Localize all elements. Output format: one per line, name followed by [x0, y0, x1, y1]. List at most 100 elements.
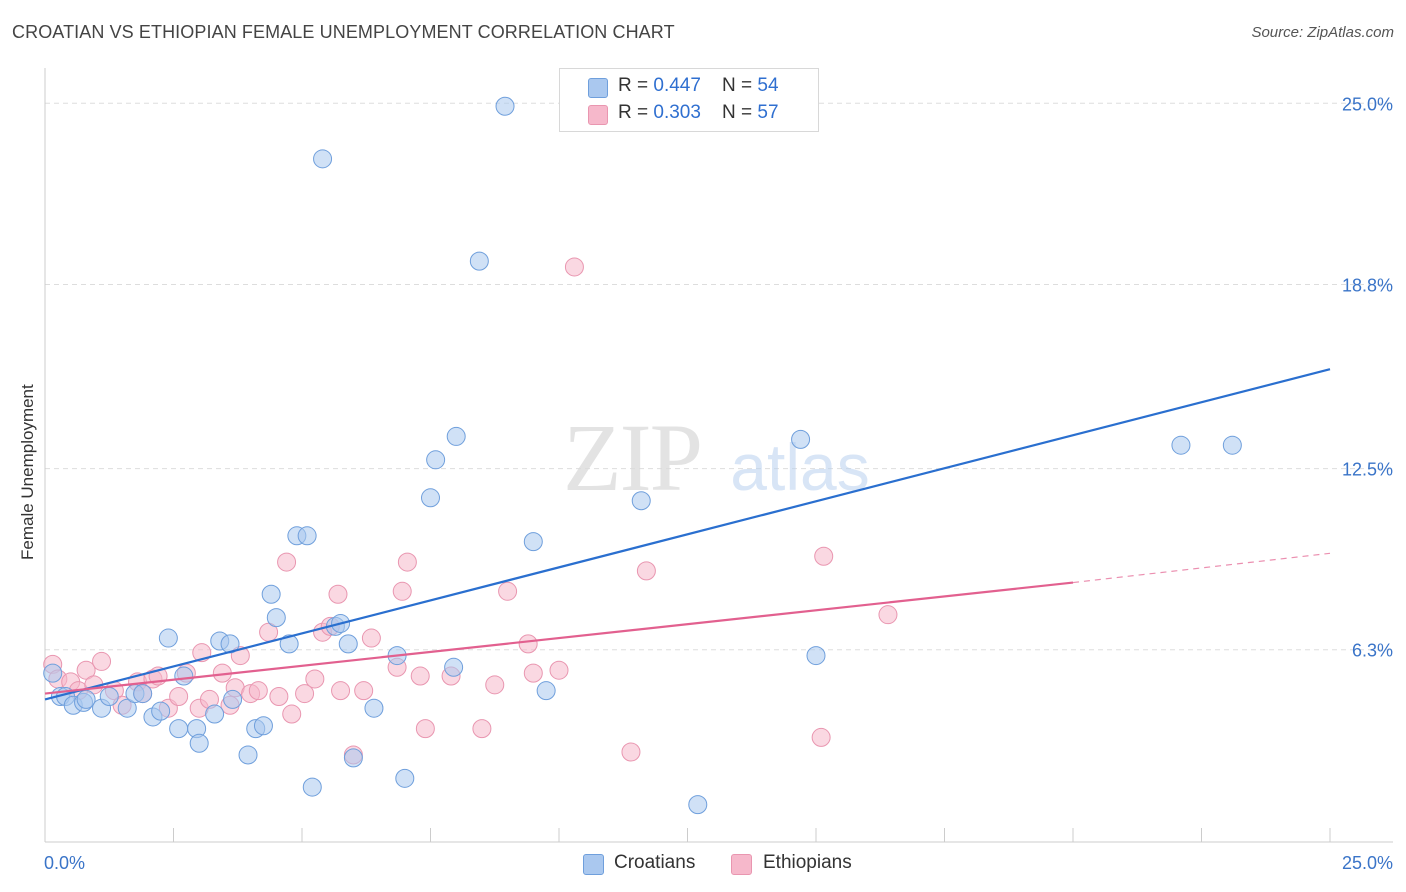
legend-r-value: 0.303 [653, 102, 701, 123]
ethiopian-point [361, 628, 381, 648]
ethiopian-point [410, 666, 430, 686]
ethiopian-point [354, 681, 374, 701]
ethiopian-point [814, 546, 834, 566]
ethiopians-swatch [731, 854, 752, 875]
croatians-points [43, 96, 1242, 815]
ethiopian-point [328, 584, 348, 604]
legend-n-value: 54 [757, 75, 779, 96]
ethiopian-point [397, 552, 417, 572]
legend-swatch-croatians [588, 78, 608, 98]
watermark-zip: ZIP [563, 404, 701, 511]
ethiopian-point [878, 605, 898, 625]
ethiopian-point [305, 669, 325, 689]
croatian-point [469, 251, 489, 271]
croatian-point [151, 701, 171, 721]
ethiopian-point [169, 687, 189, 707]
ethiopians-trend-line [44, 581, 1074, 695]
croatian-point [297, 526, 317, 546]
croatian-point [791, 429, 811, 449]
croatian-point [174, 666, 194, 686]
ethiopian-point [269, 687, 289, 707]
grid-lines [45, 102, 1393, 651]
croatian-point [1171, 435, 1191, 455]
ethiopians-points [43, 257, 898, 765]
croatian-point [338, 634, 358, 654]
ethiopian-point [518, 634, 538, 654]
croatian-point [523, 532, 543, 552]
croatian-point [426, 450, 446, 470]
croatian-point [99, 687, 119, 707]
croatian-point [688, 795, 708, 815]
chart-title: CROATIAN VS ETHIOPIAN FEMALE UNEMPLOYMEN… [12, 22, 675, 42]
ethiopian-point [248, 681, 268, 701]
trend-lines [44, 368, 1331, 701]
croatian-point [395, 768, 415, 788]
ethiopian-point [564, 257, 584, 277]
ethiopian-point [392, 581, 412, 601]
croatian-point [238, 745, 258, 765]
croatians-label: Croatians [614, 852, 696, 873]
y-tick-label: 18.8% [1342, 275, 1393, 295]
croatian-point [266, 608, 286, 628]
croatian-point [495, 96, 515, 116]
ethiopian-point [76, 660, 96, 680]
legend-r-label: R = [618, 102, 654, 123]
ethiopian-point [811, 727, 831, 747]
croatian-point [133, 684, 153, 704]
legend-row-croatians: R = 0.447 N = 54 [618, 75, 779, 97]
croatian-point [43, 663, 63, 683]
ethiopian-point [415, 719, 435, 739]
croatian-point [364, 698, 384, 718]
croatian-point [343, 748, 363, 768]
croatian-point [279, 634, 299, 654]
croatian-point [158, 628, 178, 648]
ethiopians-trend-extension [1072, 552, 1331, 584]
ethiopian-point [549, 660, 569, 680]
ethiopian-point [472, 719, 492, 739]
croatian-point [446, 426, 466, 446]
croatian-point [313, 149, 333, 169]
legend-n-value: 57 [757, 102, 779, 123]
watermark: ZIP atlas [563, 404, 870, 511]
x-tick-label-max: 25.0% [1342, 853, 1393, 873]
croatian-point [117, 698, 137, 718]
croatian-point [169, 719, 189, 739]
source-label: Source: ZipAtlas.com [1251, 24, 1394, 41]
tick-labels: 6.3% 12.5% 18.8% 25.0% 0.0% 25.0% [44, 94, 1393, 873]
croatian-point [302, 777, 322, 797]
ethiopian-point [523, 663, 543, 683]
ethiopian-point [331, 681, 351, 701]
legend-r-label: R = [618, 75, 654, 96]
ethiopian-point [282, 704, 302, 724]
croatians-trend-line [44, 368, 1331, 701]
croatian-point [631, 491, 651, 511]
ethiopian-point [277, 552, 297, 572]
croatian-point [444, 657, 464, 677]
croatian-point [806, 646, 826, 666]
croatian-point [253, 716, 273, 736]
croatian-point [536, 681, 556, 701]
croatian-point [76, 689, 96, 709]
ethiopian-point [485, 675, 505, 695]
croatian-point [205, 704, 225, 724]
ethiopian-point [498, 581, 518, 601]
correlation-legend: R = 0.447 N = 54 R = 0.303 N = 57 [559, 68, 819, 132]
legend-row-ethiopians: R = 0.303 N = 57 [618, 102, 779, 124]
ethiopian-point [621, 742, 641, 762]
x-tick-label-min: 0.0% [44, 853, 85, 873]
ethiopian-point [295, 684, 315, 704]
ethiopian-point [636, 561, 656, 581]
croatian-point [223, 689, 243, 709]
legend-swatch-ethiopians [588, 105, 608, 125]
legend-n-label: N = [722, 75, 758, 96]
legend-n-label: N = [722, 102, 758, 123]
y-tick-label: 12.5% [1342, 460, 1393, 480]
y-tick-label: 6.3% [1352, 641, 1393, 661]
croatian-point [261, 584, 281, 604]
croatian-point [421, 488, 440, 508]
croatian-point [189, 733, 209, 753]
axes [44, 68, 1393, 843]
ethiopian-point [92, 651, 112, 671]
croatians-swatch [583, 854, 604, 875]
